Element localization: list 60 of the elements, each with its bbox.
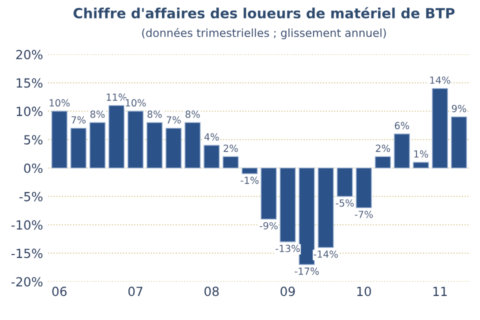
data-label: 10% — [50, 99, 70, 107]
bar — [280, 168, 296, 242]
data-label: 10% — [126, 99, 146, 107]
bar — [51, 110, 68, 168]
y-tick-label: 20% — [16, 50, 42, 60]
bar — [146, 122, 163, 168]
data-label: 1% — [414, 150, 428, 158]
bar — [184, 122, 201, 168]
x-tick-label: 11 — [433, 286, 447, 296]
bar — [412, 162, 429, 168]
bar — [394, 134, 410, 168]
x-tick-label: 07 — [128, 286, 142, 296]
bar — [432, 88, 448, 168]
bar — [127, 110, 144, 168]
y-tick-label: -15% — [11, 248, 42, 258]
bar — [260, 168, 277, 220]
data-label: -5% — [336, 199, 354, 207]
bar — [166, 128, 182, 168]
data-label: 8% — [186, 110, 200, 118]
y-tick-label: -10% — [11, 220, 42, 230]
data-label: -9% — [260, 222, 278, 230]
y-tick-label: 15% — [16, 78, 42, 88]
data-label: 4% — [204, 133, 219, 141]
bar — [108, 105, 125, 168]
bar — [298, 168, 315, 265]
data-label: 8% — [90, 110, 105, 118]
bar — [89, 122, 106, 168]
y-tick-label: 0% — [24, 163, 42, 173]
data-label: 9% — [452, 104, 466, 112]
bar — [336, 168, 353, 197]
x-tick-label: 06 — [52, 286, 67, 296]
x-tick-label: 08 — [204, 286, 219, 296]
bar — [374, 156, 391, 168]
y-tick-label: 10% — [16, 106, 42, 116]
data-label: 7% — [166, 116, 181, 124]
data-label: 6% — [394, 122, 410, 130]
data-label: -13% — [276, 244, 300, 252]
data-label: -1% — [240, 176, 259, 184]
data-label: -14% — [314, 250, 338, 258]
data-label: -7% — [354, 210, 373, 218]
chart-subtitle: (données trimestrielles ; glissement annuel) — [142, 28, 386, 40]
x-tick-label: 10 — [357, 286, 371, 296]
y-tick-label: -5% — [19, 192, 42, 202]
y-tick-label: -20% — [11, 277, 42, 287]
data-label: 7% — [72, 116, 86, 124]
bar — [450, 116, 468, 168]
bar — [356, 168, 372, 208]
data-label: 2% — [376, 144, 390, 152]
bar — [242, 168, 258, 174]
data-label: 2% — [224, 144, 238, 152]
bar — [318, 168, 334, 248]
data-label: 14% — [430, 76, 450, 84]
data-label: 8% — [148, 110, 162, 118]
chart-title: Chiffre d'affaires des loueurs de matériel de BTP — [74, 7, 455, 18]
x-tick-label: 09 — [280, 286, 295, 296]
bar — [204, 144, 220, 168]
bar — [70, 128, 86, 168]
bar — [222, 156, 239, 168]
y-tick-label: 5% — [24, 135, 42, 145]
data-label: -17% — [294, 268, 319, 275]
